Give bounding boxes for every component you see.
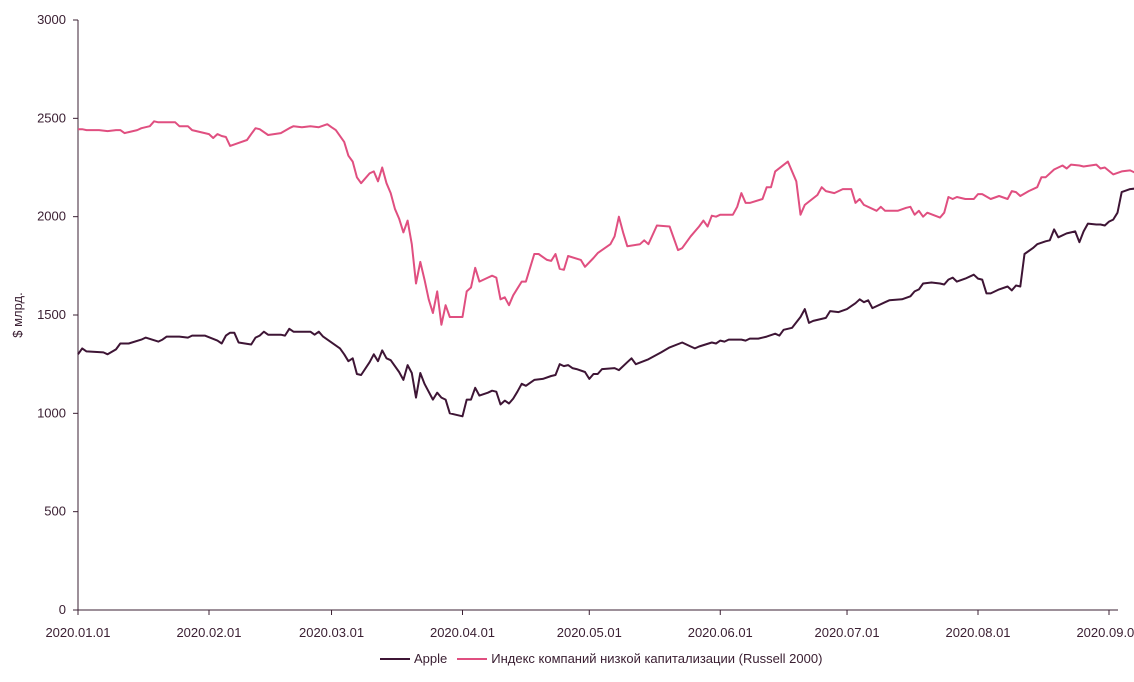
x-tick-label: 2020.02.01 — [176, 625, 241, 640]
x-tick-label: 2020.01.01 — [45, 625, 110, 640]
y-tick-label: 2000 — [37, 209, 66, 224]
legend-label-russell-2000: Индекс компаний низкой капитализации (Ru… — [491, 651, 822, 666]
x-tick-label: 2020.07.01 — [814, 625, 879, 640]
series-line-russell-2000 — [78, 121, 1134, 324]
y-axis: 0 500 1000 1500 2000 2500 3000 — [37, 12, 78, 617]
y-tick-label: 500 — [44, 504, 66, 519]
legend: Apple Индекс компаний низкой капитализац… — [380, 651, 832, 666]
y-tick-label: 0 — [59, 602, 66, 617]
x-tick-label: 2020.08.01 — [945, 625, 1010, 640]
x-tick-label: 2020.04.01 — [430, 625, 495, 640]
legend-swatch-russell-2000 — [457, 658, 487, 660]
x-tick-label: 2020.06.01 — [688, 625, 753, 640]
x-tick-label: 2020.03.01 — [299, 625, 364, 640]
y-axis-title: $ млрд. — [10, 292, 25, 338]
x-tick-label: 2020.05.01 — [557, 625, 622, 640]
series-lines — [78, 121, 1134, 416]
x-axis: 2020.01.01 2020.02.01 2020.03.01 2020.04.01… — [45, 610, 1134, 640]
y-tick-label: 2500 — [37, 110, 66, 125]
y-tick-label: 1000 — [37, 405, 66, 420]
x-tick-label: 2020.09.01 — [1076, 625, 1134, 640]
y-tick-label: 3000 — [37, 12, 66, 27]
legend-item-apple: Apple — [380, 651, 447, 666]
legend-swatch-apple — [380, 658, 410, 660]
legend-label-apple: Apple — [414, 651, 447, 666]
legend-item-russell-2000: Индекс компаний низкой капитализации (Ru… — [457, 651, 822, 666]
y-tick-label: 1500 — [37, 307, 66, 322]
